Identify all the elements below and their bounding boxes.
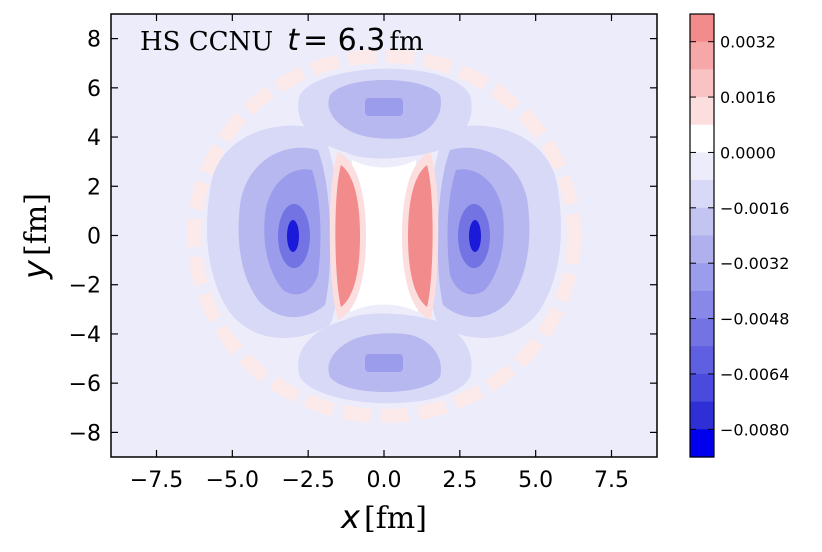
x-tick-label: −2.5 [281, 468, 334, 493]
colorbar-frame [689, 13, 715, 458]
y-axis-symbol: y [16, 259, 54, 280]
y-tick-label: 2 [87, 175, 101, 200]
colorbar-segment [690, 346, 714, 375]
heatmap-left-lobe [206, 125, 341, 339]
colorbar-segment [690, 235, 714, 264]
y-tick-label: −4 [69, 323, 101, 348]
heatmap-top-lobe [298, 68, 472, 159]
colorbar-segment [690, 152, 714, 181]
x-tick-label: 5.0 [518, 468, 553, 493]
heatmap-right-lobe [427, 125, 562, 339]
colorbar-segment [690, 97, 714, 126]
x-axis-unit: [fm] [364, 501, 427, 536]
colorbar-tick-label: −0.0064 [720, 365, 789, 384]
colorbar-segment [690, 207, 714, 237]
colorbar-ticks: 0.0032 0.0016 0.0000 −0.0016 −0.0032 −0.0048 −… [690, 33, 789, 439]
colorbar-segment [690, 180, 714, 209]
colorbar-tick-label: 0.0000 [720, 143, 776, 162]
heatmap-right-stripe-inner [408, 165, 433, 307]
x-tick-label: 2.5 [442, 468, 477, 493]
x-tick-label: −7.5 [130, 468, 183, 493]
heatmap-left-stripe [329, 152, 366, 320]
heatmap-right-lobe-peak [469, 220, 481, 252]
annotation-eq: = [303, 23, 338, 58]
y-tick-label: 0 [87, 225, 101, 250]
colorbar-segment [690, 318, 714, 347]
colorbar-segment [690, 263, 714, 292]
colorbar-tick-label: 0.0016 [720, 88, 776, 107]
y-tick-label: 8 [87, 28, 101, 53]
y-axis-title: y [fm] [16, 193, 54, 280]
colorbar-segment [690, 290, 714, 320]
x-tick-label: −5.0 [206, 468, 259, 493]
y-tick-label: −6 [69, 372, 101, 397]
colorbar-segment [690, 373, 714, 403]
y-tick-label: −8 [69, 421, 101, 446]
y-tick-label: 4 [87, 126, 101, 151]
colorbar-segment [690, 14, 714, 43]
annotation-label: HS CCNU [140, 27, 273, 57]
heatmap-bottom-lobe-core [365, 354, 403, 372]
heatmap-plot-area [111, 14, 657, 457]
colorbar-tick-label: −0.0048 [720, 310, 789, 329]
colorbar-segment [690, 429, 714, 458]
colorbar-segment [690, 124, 714, 154]
x-axis-ticks: −7.5 −5.0 −2.5 0.0 2.5 5.0 7.5 [130, 14, 629, 493]
heatmap-left-lobe-peak [287, 220, 299, 252]
colorbar-tick-label: −0.0032 [720, 254, 789, 273]
colorbar-tick-label: −0.0016 [720, 199, 789, 218]
y-tick-label: −2 [69, 274, 101, 299]
x-tick-label: 7.5 [594, 468, 629, 493]
colorbar-segment [690, 41, 714, 70]
annotation-t-unit: fm [389, 27, 423, 57]
y-axis-unit: [fm] [19, 193, 54, 256]
colorbar [690, 14, 714, 458]
annotation-t-value: 6.3 [338, 23, 386, 58]
colorbar-segment [690, 69, 714, 98]
colorbar-tick-label: 0.0032 [720, 33, 776, 52]
heatmap-center-gap [350, 160, 418, 312]
x-tick-label: 0.0 [367, 468, 402, 493]
y-tick-label: 6 [87, 77, 101, 102]
heatmap-top-lobe-core [365, 98, 403, 116]
annotation-t-symbol: t [287, 23, 300, 58]
x-axis-title: x [fm] [340, 498, 427, 536]
colorbar-tick-label: −0.0080 [720, 420, 789, 439]
heatmap-left-stripe-inner [335, 165, 360, 307]
chart-annotation: HS CCNU t = 6.3 fm [140, 23, 424, 58]
x-axis-symbol: x [340, 498, 361, 536]
heatmap-right-stripe [402, 152, 439, 320]
y-axis-ticks: −8 −6 −4 −2 0 2 4 6 8 [69, 28, 657, 446]
heatmap-bottom-lobe [298, 313, 472, 404]
colorbar-segment [690, 401, 714, 430]
heatmap-ring-region [187, 49, 581, 423]
